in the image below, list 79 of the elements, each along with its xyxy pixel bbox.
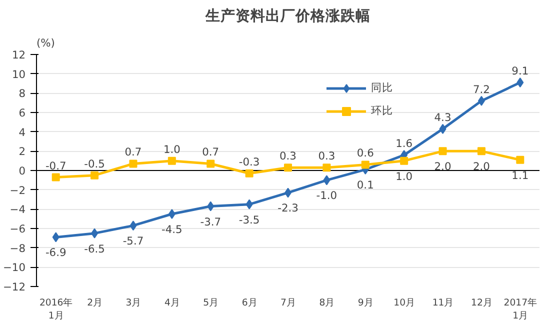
- x-tick-label: 4月: [164, 298, 180, 308]
- data-label: 1.0: [396, 170, 413, 183]
- point: [129, 160, 138, 168]
- point: [245, 169, 254, 178]
- data-label: 0.7: [124, 146, 142, 159]
- data-label: 0.1: [356, 178, 374, 192]
- x-tick-label: 2月: [87, 298, 102, 308]
- data-label: -2.3: [278, 202, 298, 215]
- point: [90, 171, 99, 180]
- data-label: 0.3: [318, 150, 336, 163]
- point: [52, 232, 60, 242]
- data-label: 2.0: [434, 160, 452, 174]
- point: [52, 173, 60, 182]
- y-tick-label: −8: [10, 242, 26, 255]
- x-tick-label: 8月: [319, 298, 334, 308]
- data-label: 1.6: [396, 137, 413, 150]
- point: [400, 156, 408, 165]
- point: [168, 209, 176, 219]
- point: [207, 201, 214, 212]
- y-tick-label: −6: [10, 222, 26, 236]
- data-label: -0.3: [238, 155, 260, 168]
- x-tick-label: 9月: [358, 298, 373, 308]
- data-label: 9.1: [512, 64, 529, 78]
- data-label: -3.5: [238, 213, 260, 226]
- legend-label: 环比: [371, 104, 394, 119]
- point: [477, 147, 486, 156]
- point: [322, 164, 331, 172]
- x-tick-label: 12月: [471, 298, 492, 308]
- x-tick-label: 10月: [394, 298, 415, 308]
- y-axis-title: (%): [36, 36, 55, 50]
- y-tick-label: 0: [18, 164, 26, 178]
- point: [168, 156, 176, 165]
- y-tick-label: −10: [3, 261, 26, 274]
- data-label: 0.6: [356, 146, 374, 160]
- x-tick-label: 2017年 1月: [504, 298, 537, 322]
- point: [246, 199, 253, 210]
- y-tick-label: 4: [18, 126, 26, 139]
- point: [130, 220, 137, 231]
- data-label: -6.9: [45, 246, 66, 260]
- data-label: -4.5: [162, 223, 182, 236]
- y-tick-label: 10: [12, 68, 26, 81]
- point: [478, 96, 485, 106]
- point: [206, 160, 215, 168]
- x-tick-label: 11月: [432, 298, 454, 308]
- x-tick-label: 3月: [126, 298, 141, 308]
- data-label: 2.0: [472, 160, 490, 174]
- data-label: -5.7: [122, 234, 144, 248]
- x-tick-label: 5月: [203, 298, 218, 308]
- y-tick-label: 6: [18, 106, 26, 120]
- data-label: -3.7: [200, 215, 222, 228]
- y-tick-label: −12: [3, 280, 26, 294]
- point: [284, 164, 292, 172]
- data-label: 7.2: [472, 82, 490, 96]
- point: [516, 156, 524, 164]
- data-label: -1.0: [316, 189, 338, 202]
- legend-label: 同比: [371, 81, 394, 96]
- data-label: -6.5: [84, 242, 105, 256]
- x-tick-label: 2016年 1月: [39, 298, 72, 322]
- x-tick-label: 7月: [280, 298, 296, 308]
- y-tick-label: 2: [18, 145, 26, 158]
- data-label: 1.1: [512, 168, 529, 182]
- data-label: 4.3: [434, 110, 452, 124]
- y-tick-label: −4: [10, 203, 26, 216]
- chart-title: 生产资料出厂价格涨跌幅: [204, 8, 370, 24]
- point: [361, 160, 370, 169]
- data-label: 0.7: [202, 146, 220, 159]
- point: [516, 78, 524, 88]
- point: [438, 147, 447, 156]
- point: [323, 175, 330, 186]
- y-tick-label: 8: [18, 87, 26, 100]
- data-label: -0.7: [45, 159, 66, 172]
- y-tick-label: 12: [12, 48, 26, 62]
- data-label: 1.0: [163, 142, 181, 156]
- y-tick-label: −2: [10, 184, 26, 197]
- data-label: 0.3: [280, 150, 296, 163]
- data-label: -0.5: [84, 157, 105, 170]
- point: [91, 228, 98, 238]
- point: [439, 124, 446, 134]
- x-tick-label: 6月: [242, 298, 257, 308]
